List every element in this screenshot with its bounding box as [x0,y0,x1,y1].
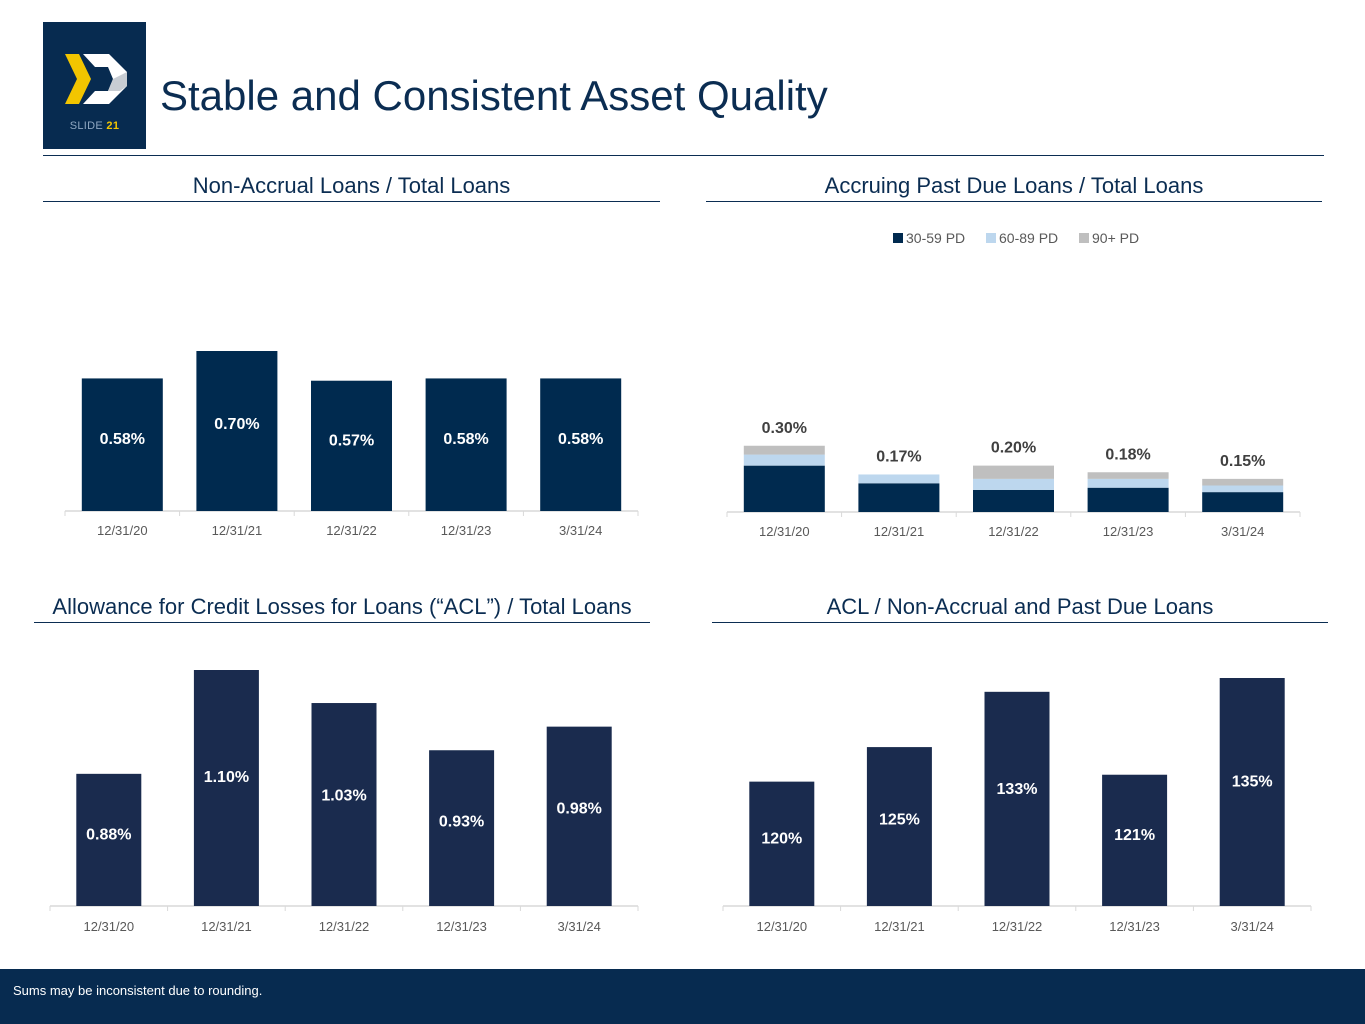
pastdue-bar-60-89-pd [858,474,940,484]
acl-bar [311,703,377,906]
aclcoverage-bar [1219,678,1285,906]
acl-coverage-chart-title: ACL / Non-Accrual and Past Due Loans [712,594,1328,623]
acl-chart-title: Allowance for Credit Losses for Loans (“… [34,594,650,623]
nonaccrual-bar [425,378,507,511]
pastdue-bar-30-59-pd [743,465,825,512]
pastdue-bar-30-59-pd [1087,487,1169,512]
pastdue-bar-60-89-pd [1087,478,1169,488]
pastdue-total-label: 0.20% [991,440,1036,457]
aclcoverage-data-label: 135% [1232,774,1273,791]
pastdue-bar-90-pd [973,465,1054,479]
acl-tick-label: 12/31/20 [83,919,134,934]
pastdue-tick-label: 3/31/24 [1221,524,1264,539]
nonaccrual-data-label: 0.58% [558,431,603,448]
pastdue-total-label: 0.18% [1105,446,1150,463]
slide-number: 21 [106,120,120,132]
pastdue-total-label: 0.15% [1220,453,1265,470]
pastdue-bar-30-59-pd [858,483,940,512]
acl-bar [546,726,612,906]
slide-number-label: SLIDE 21 [43,120,146,132]
pastdue-tick-label: 12/31/23 [1103,524,1154,539]
pastdue-bar-90-pd [743,445,825,455]
acl-tick-label: 3/31/24 [558,919,601,934]
pastdue-bar-60-89-pd [973,478,1054,490]
pastdue-legend-swatch [893,233,903,243]
pastdue-legend-label: 90+ PD [1092,230,1139,246]
acl-tick-label: 12/31/21 [201,919,252,934]
nonaccrual-tick-label: 12/31/20 [97,523,148,538]
page-title: Stable and Consistent Asset Quality [160,72,828,119]
acl-bar [76,773,142,906]
aclcoverage-data-label: 125% [879,812,920,829]
pastdue-bar-90-pd [1087,472,1169,479]
pastdue-legend-swatch [986,233,996,243]
aclcoverage-bar [984,691,1050,906]
nonaccrual-chart-title: Non-Accrual Loans / Total Loans [43,173,660,202]
nonaccrual-data-label: 0.58% [100,431,145,448]
pastdue-legend-label: 60-89 PD [999,230,1058,246]
pastdue-bar-60-89-pd [1202,485,1284,493]
aclcoverage-data-label: 120% [761,831,802,848]
aclcoverage-bar [749,781,815,906]
acl-bar [193,670,259,906]
pastdue-legend-swatch [1079,233,1089,243]
pastdue-tick-label: 12/31/21 [874,524,925,539]
pastdue-bar-30-59-pd [1202,492,1284,512]
pastdue-bar-60-89-pd [743,454,825,466]
nonaccrual-tick-label: 3/31/24 [559,523,602,538]
acl-data-label: 1.03% [321,787,366,804]
acl-data-label: 0.98% [557,800,602,817]
pastdue-tick-label: 12/31/20 [759,524,810,539]
company-logo-icon [65,54,127,104]
nonaccrual-tick-label: 12/31/22 [326,523,377,538]
pastdue-tick-label: 12/31/22 [988,524,1039,539]
aclcoverage-tick-label: 3/31/24 [1231,919,1274,934]
nonaccrual-data-label: 0.57% [329,432,374,449]
pastdue-total-label: 0.17% [876,448,921,465]
pastdue-bar-90-pd [1202,478,1284,486]
acl-tick-label: 12/31/23 [436,919,487,934]
pastdue-legend-label: 30-59 PD [906,230,965,246]
pastdue-total-label: 0.30% [762,420,807,437]
slide-label-text: SLIDE [69,120,104,132]
aclcoverage-tick-label: 12/31/23 [1109,919,1160,934]
nonaccrual-bar [196,351,278,511]
nonaccrual-bar [81,378,163,511]
acl-data-label: 0.88% [86,826,131,843]
aclcoverage-tick-label: 12/31/20 [756,919,807,934]
nonaccrual-tick-label: 12/31/23 [441,523,492,538]
aclcoverage-data-label: 133% [997,781,1038,798]
nonaccrual-bar [540,378,622,511]
nonaccrual-data-label: 0.70% [214,416,259,433]
acl-data-label: 0.93% [439,813,484,830]
nonaccrual-data-label: 0.58% [443,431,488,448]
acl-bar [429,750,495,906]
aclcoverage-tick-label: 12/31/21 [874,919,925,934]
acl-data-label: 1.10% [204,769,249,786]
aclcoverage-bar [1102,774,1168,906]
pastdue-chart-title: Accruing Past Due Loans / Total Loans [706,173,1322,202]
aclcoverage-bar [866,747,932,906]
nonaccrual-tick-label: 12/31/21 [212,523,263,538]
title-divider [43,155,1324,156]
footer-bar: Sums may be inconsistent due to rounding… [0,969,1365,1024]
footer-note: Sums may be inconsistent due to rounding… [13,983,263,998]
aclcoverage-data-label: 121% [1114,827,1155,844]
nonaccrual-bar [311,380,392,511]
pastdue-bar-30-59-pd [973,489,1054,512]
logo: SLIDE 21 [43,22,146,149]
aclcoverage-tick-label: 12/31/22 [992,919,1043,934]
acl-tick-label: 12/31/22 [319,919,370,934]
